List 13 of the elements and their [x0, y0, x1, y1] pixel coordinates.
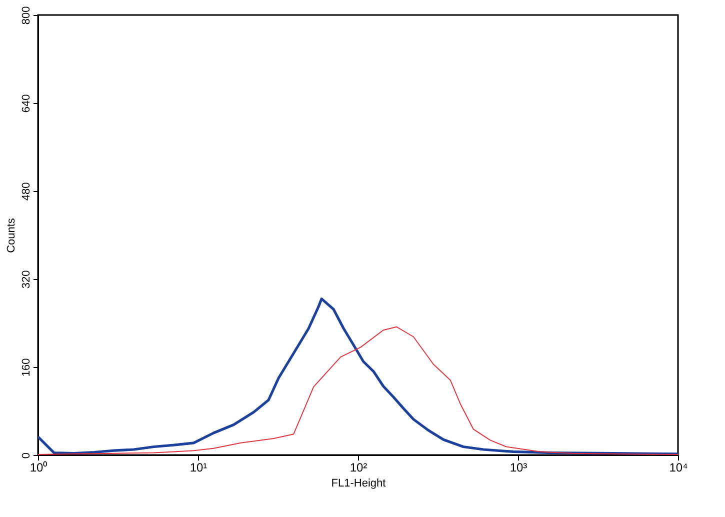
y-tick-label: 480 — [20, 182, 32, 201]
y-tick-label: 640 — [20, 94, 32, 113]
x-tick-label: 10¹ — [190, 460, 208, 474]
y-tick-label: 160 — [20, 358, 32, 377]
y-axis-title: Counts — [6, 218, 18, 253]
y-tick-label: 320 — [20, 270, 32, 289]
x-tick-label: 10⁴ — [669, 460, 688, 474]
x-axis-title: FL1-Height — [331, 478, 386, 490]
y-tick-label: 0 — [20, 452, 32, 459]
x-tick-label: 10² — [350, 460, 368, 474]
x-tick-label: 10³ — [510, 460, 528, 474]
y-tick-label: 800 — [20, 6, 32, 25]
x-tick-label: 10⁰ — [30, 460, 48, 474]
